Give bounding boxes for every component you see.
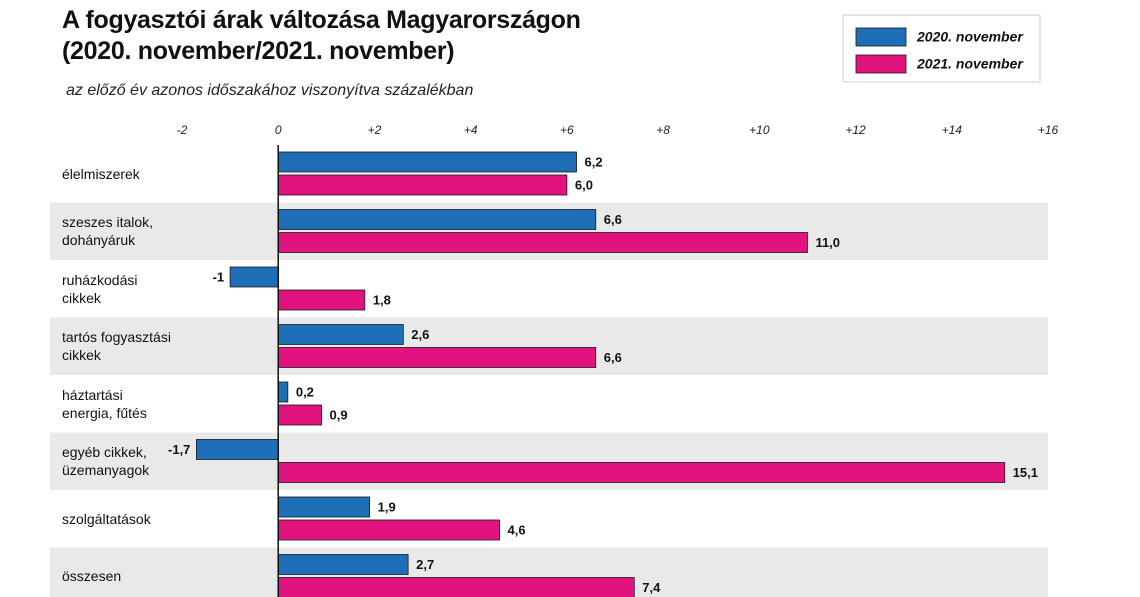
value-label: 0,2 — [296, 384, 314, 399]
x-tick-label: +4 — [464, 123, 478, 137]
bar — [277, 519, 500, 541]
value-label: -1 — [213, 269, 225, 284]
bar — [277, 289, 366, 311]
value-label: 6,6 — [604, 350, 622, 365]
x-tick-label: -2 — [177, 123, 188, 137]
value-label: 4,6 — [508, 522, 526, 537]
bar — [277, 174, 568, 196]
category-label: élelmiszerek — [62, 165, 140, 182]
bar — [277, 151, 577, 173]
x-tick-label: +10 — [749, 123, 770, 137]
category-label: tartós fogyasztási cikkek — [62, 329, 171, 364]
legend: 2020. november 2021. november — [842, 14, 1041, 83]
legend-label: 2021. november — [916, 56, 1024, 72]
chart-subtitle: az előző év azonos időszakához viszonyít… — [66, 82, 474, 99]
value-label: 6,2 — [585, 154, 603, 169]
legend-swatch — [855, 54, 907, 74]
value-label: 1,9 — [378, 499, 396, 514]
x-tick-label: +2 — [368, 123, 382, 137]
value-label: 15,1 — [1013, 465, 1038, 480]
x-tick-label: +14 — [942, 123, 963, 137]
bar — [277, 324, 404, 345]
bar — [277, 496, 371, 518]
category-label: egyéb cikkek, üzemanyagok — [62, 444, 150, 479]
bar — [277, 554, 409, 575]
bar — [277, 381, 289, 403]
value-label: 11,0 — [815, 235, 840, 250]
legend-swatch — [855, 27, 907, 47]
value-label: 0,9 — [330, 407, 348, 422]
category-label: háztartási energia, fűtés — [62, 386, 147, 421]
category-label: ruházkodási cikkek — [62, 271, 138, 306]
value-label: 2,7 — [416, 557, 434, 572]
bar — [277, 404, 322, 426]
value-label: 6,6 — [604, 212, 622, 227]
value-label: 2,6 — [411, 327, 429, 342]
value-label: -1,7 — [168, 442, 190, 457]
bar — [277, 232, 808, 253]
legend-label: 2020. november — [916, 29, 1024, 45]
x-tick-label: +12 — [845, 123, 866, 137]
bar — [277, 577, 635, 597]
value-label: 1,8 — [373, 292, 391, 307]
bar — [229, 266, 279, 288]
value-label: 7,4 — [642, 580, 661, 595]
bar — [196, 439, 279, 460]
bar — [277, 347, 597, 368]
bar — [277, 462, 1006, 483]
bar — [277, 209, 597, 230]
chart-title: (2020. november/2021. november) — [62, 37, 455, 65]
category-label: szeszes italok, dohányáruk — [62, 214, 154, 249]
value-label: 6,0 — [575, 177, 593, 192]
category-label: összesen — [62, 568, 122, 585]
x-tick-label: +16 — [1038, 123, 1059, 137]
chart-title: A fogyasztói árak változása Magyarország… — [62, 6, 581, 34]
x-tick-label: +6 — [560, 123, 574, 137]
x-tick-label: 0 — [275, 123, 282, 137]
category-label: szolgáltatások — [62, 510, 151, 527]
x-tick-label: +8 — [656, 123, 670, 137]
